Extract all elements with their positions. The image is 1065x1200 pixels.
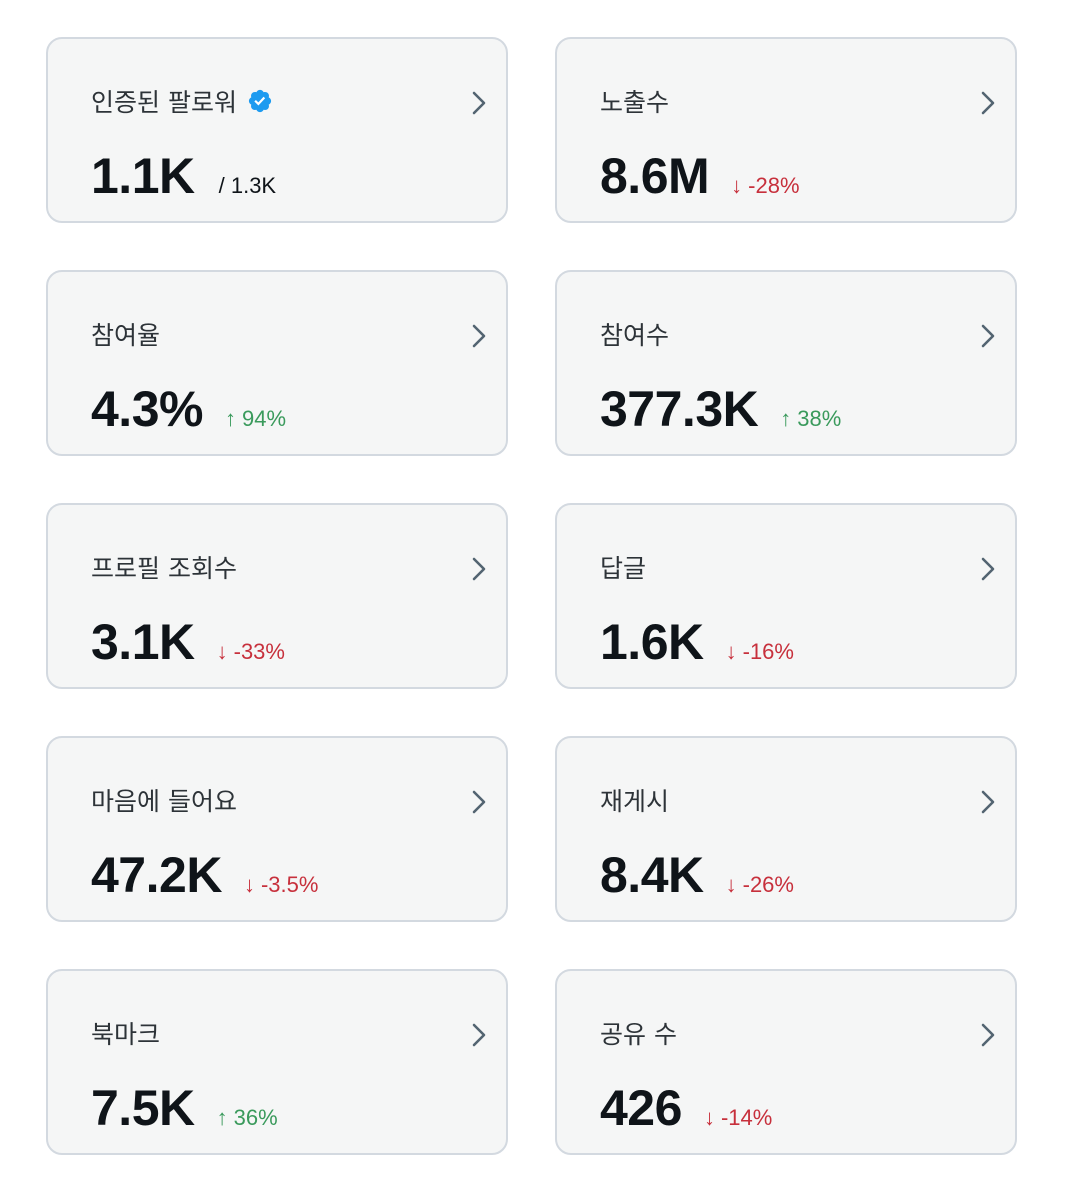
metric-label: 인증된 팔로워 [91, 88, 237, 117]
metric-delta: ↓ -3.5% [244, 872, 318, 898]
chevron-right-icon [981, 91, 995, 115]
arrow-up-icon: ↑ [224, 406, 236, 431]
metric-title: 참여율 [91, 316, 160, 352]
arrow-down-icon: ↓ [703, 1105, 715, 1130]
metric-title: 인증된 팔로워 [91, 83, 273, 119]
metric-delta-value: -14% [720, 1105, 773, 1130]
metric-value-row: 7.5K ↑ 36% [91, 1079, 278, 1137]
arrow-down-icon: ↓ [731, 173, 743, 198]
metric-delta-value: 36% [233, 1105, 278, 1130]
metric-delta: ↓ -16% [726, 639, 794, 665]
metric-value-row: 377.3K ↑ 38% [600, 380, 841, 438]
chevron-right-icon [981, 557, 995, 581]
metric-card-bookmarks[interactable]: 북마크 7.5K ↑ 36% [46, 969, 508, 1155]
arrow-down-icon: ↓ [725, 639, 737, 664]
metric-title: 참여수 [600, 316, 669, 352]
metric-delta: ↓ -14% [704, 1105, 772, 1131]
chevron-right-icon [472, 790, 486, 814]
chevron-right-icon [472, 1023, 486, 1047]
metric-title: 북마크 [91, 1015, 160, 1051]
metric-value: 7.5K [91, 1080, 195, 1136]
metric-delta: ↓ -28% [731, 173, 799, 199]
metric-label: 노출수 [600, 88, 670, 117]
metric-value-row: 426 ↓ -14% [600, 1079, 772, 1137]
metric-card-shares[interactable]: 공유 수 426 ↓ -14% [555, 969, 1017, 1155]
metric-label: 재게시 [600, 787, 670, 816]
metric-label: 북마크 [91, 1020, 161, 1049]
metric-label: 공유 수 [600, 1020, 677, 1049]
metric-delta-value: -26% [742, 872, 794, 897]
metric-value: 4.3% [91, 381, 203, 437]
metric-value-row: 8.6M ↓ -28% [600, 147, 800, 205]
metric-title: 노출수 [600, 83, 669, 119]
metric-title: 답글 [600, 549, 646, 585]
metric-delta: ↓ -33% [217, 639, 285, 665]
arrow-down-icon: ↓ [243, 872, 255, 897]
metric-card-impressions[interactable]: 노출수 8.6M ↓ -28% [555, 37, 1017, 223]
metric-delta: ↑ 38% [780, 406, 841, 432]
metric-value: 47.2K [91, 847, 222, 903]
arrow-down-icon: ↓ [216, 639, 228, 664]
arrow-up-icon: ↑ [216, 1105, 228, 1130]
metric-card-verified-followers[interactable]: 인증된 팔로워 1.1K / 1.3K [46, 37, 508, 223]
metric-value: 1.6K [600, 614, 704, 670]
metric-label: 답글 [600, 554, 647, 583]
metric-card-likes[interactable]: 마음에 들어요 47.2K ↓ -3.5% [46, 736, 508, 922]
chevron-right-icon [472, 324, 486, 348]
metric-label: 참여수 [600, 321, 670, 350]
metric-card-replies[interactable]: 답글 1.6K ↓ -16% [555, 503, 1017, 689]
chevron-right-icon [981, 1023, 995, 1047]
metric-total: / 1.3K [218, 173, 277, 198]
metric-value-row: 47.2K ↓ -3.5% [91, 846, 318, 904]
metric-delta: ↑ 36% [217, 1105, 278, 1131]
metric-value-row: 1.6K ↓ -16% [600, 613, 794, 671]
metric-title: 공유 수 [600, 1015, 677, 1051]
metric-delta-value: -28% [748, 173, 800, 198]
metric-value: 8.4K [600, 847, 704, 903]
metric-label: 마음에 들어요 [91, 787, 237, 816]
metric-delta-value: -33% [233, 639, 285, 664]
metric-delta: ↓ -26% [726, 872, 794, 898]
metric-value: 8.6M [600, 148, 710, 204]
metric-title: 재게시 [600, 782, 669, 818]
metric-title: 마음에 들어요 [91, 782, 237, 818]
metric-title: 프로필 조회수 [91, 549, 237, 585]
metric-value: 3.1K [91, 614, 195, 670]
metric-delta-value: -3.5% [260, 872, 319, 897]
metric-delta-value: -16% [742, 639, 794, 664]
metric-delta-value: 94% [241, 406, 287, 431]
metric-value: 1.1K [91, 148, 195, 204]
metric-label: 참여율 [91, 321, 161, 350]
metric-card-engagements[interactable]: 참여수 377.3K ↑ 38% [555, 270, 1017, 456]
chevron-right-icon [472, 557, 486, 581]
arrow-up-icon: ↑ [780, 406, 792, 431]
chevron-right-icon [472, 91, 486, 115]
chevron-right-icon [981, 324, 995, 348]
metric-value-row: 8.4K ↓ -26% [600, 846, 794, 904]
metric-value-row: 4.3% ↑ 94% [91, 380, 286, 438]
metric-value-row: 3.1K ↓ -33% [91, 613, 285, 671]
chevron-right-icon [981, 790, 995, 814]
metric-delta: ↑ 94% [225, 406, 286, 432]
verified-badge-icon [248, 89, 272, 113]
metric-value: 377.3K [600, 381, 759, 437]
metric-card-reposts[interactable]: 재게시 8.4K ↓ -26% [555, 736, 1017, 922]
arrow-down-icon: ↓ [725, 872, 737, 897]
metric-card-engagement-rate[interactable]: 참여율 4.3% ↑ 94% [46, 270, 508, 456]
metric-label: 프로필 조회수 [91, 554, 237, 583]
metric-value: 426 [600, 1080, 682, 1136]
metric-card-profile-visits[interactable]: 프로필 조회수 3.1K ↓ -33% [46, 503, 508, 689]
metric-delta-value: 38% [797, 406, 842, 431]
metric-value-row: 1.1K / 1.3K [91, 147, 276, 205]
